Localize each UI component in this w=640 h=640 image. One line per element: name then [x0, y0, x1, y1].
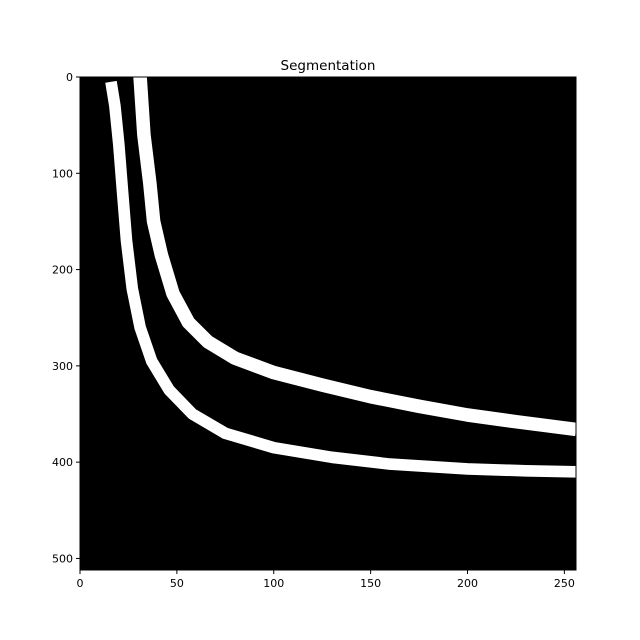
x-tick-label: 0: [77, 577, 84, 590]
segmentation-curve-2: [133, 77, 576, 437]
y-tick-label: 100: [52, 167, 73, 180]
plot-frame: [79, 76, 577, 571]
x-axis: 0 50 100 150 200 250: [77, 570, 575, 590]
segmentation-image: [80, 77, 576, 570]
y-axis: 0 100 200 300 400 500: [52, 71, 80, 565]
segmentation-curve-1: [105, 80, 576, 478]
x-tick-label: 250: [554, 577, 575, 590]
x-tick-label: 50: [170, 577, 184, 590]
x-tick-label: 200: [457, 577, 478, 590]
y-tick-label: 500: [52, 552, 73, 565]
y-tick-label: 0: [66, 71, 73, 84]
mask-layer: [105, 77, 576, 478]
y-tick-label: 300: [52, 360, 73, 373]
y-tick-label: 400: [52, 456, 73, 469]
x-tick-label: 100: [263, 577, 284, 590]
chart-title: Segmentation: [281, 58, 376, 74]
y-tick-label: 200: [52, 264, 73, 277]
x-tick-label: 150: [360, 577, 381, 590]
